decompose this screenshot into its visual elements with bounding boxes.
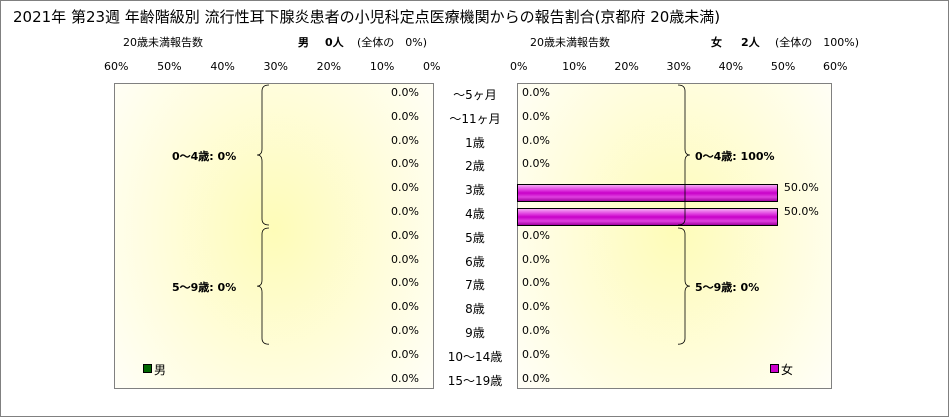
female-x-tick-label: 40% xyxy=(718,60,744,73)
female-plot-area xyxy=(517,83,832,389)
female-x-tick-label: 30% xyxy=(666,60,691,73)
male-x-tick-label: 50% xyxy=(157,60,182,73)
female-value-label: 0.0% xyxy=(522,324,550,337)
male-x-tick-label: 40% xyxy=(210,60,235,73)
female-heading: 女 xyxy=(711,36,722,49)
age-category-label: 1歳 xyxy=(465,135,485,150)
female-x-tick-label: 20% xyxy=(614,60,639,73)
female-bar xyxy=(517,184,778,203)
male-value-label: 0.0% xyxy=(391,181,419,195)
male-value-label: 0.0% xyxy=(391,86,419,99)
female-legend-label: 女 xyxy=(781,363,794,377)
age-category-label: 3歳 xyxy=(465,183,485,198)
male-age-group-label: 5～9歳: 0% xyxy=(172,280,237,294)
male-value-label: 0.0% xyxy=(391,300,419,314)
age-category-label: 6歳 xyxy=(465,254,485,269)
age-category-label: ～5ヶ月 xyxy=(453,88,497,102)
age-category-label: 4歳 xyxy=(465,207,485,221)
male-age-group-bracket xyxy=(256,227,270,345)
male-value-label: 0.0% xyxy=(391,109,419,123)
age-category-label: ～11ヶ月 xyxy=(449,111,501,126)
female-value-label: 0.0% xyxy=(522,347,550,361)
female-bar xyxy=(517,208,778,226)
female-count: 2人 xyxy=(741,36,760,49)
age-category-label: 9歳 xyxy=(465,326,485,340)
male-value-label: 0.0% xyxy=(391,205,419,218)
male-age-group-bracket xyxy=(256,84,270,226)
female-value-label: 0.0% xyxy=(522,276,550,290)
female-x-tick-label: 50% xyxy=(770,60,796,73)
male-x-tick-label: 20% xyxy=(316,60,342,73)
female-x-tick-label: 0% xyxy=(510,60,528,73)
male-value-label: 0.0% xyxy=(391,324,419,337)
female-age-group-bracket xyxy=(677,84,691,226)
female-value-label: 0.0% xyxy=(522,133,550,147)
male-share: (全体の 0%) xyxy=(357,36,428,49)
right-report-count-label: 20歳未満報告数 xyxy=(530,36,610,49)
male-legend: 男 xyxy=(143,361,166,378)
female-value-label: 50.0% xyxy=(783,181,819,195)
male-x-tick-label: 0% xyxy=(423,60,441,73)
female-value-label: 0.0% xyxy=(522,109,550,123)
male-heading: 男 xyxy=(298,36,309,49)
male-plot-area xyxy=(114,83,434,389)
female-value-label: 0.0% xyxy=(522,300,550,314)
male-legend-label: 男 xyxy=(154,363,167,377)
male-value-label: 0.0% xyxy=(391,276,419,290)
female-value-label: 0.0% xyxy=(522,252,550,266)
female-age-group-label: 5～9歳: 0% xyxy=(695,280,760,294)
age-category-label: 8歳 xyxy=(465,302,485,317)
female-legend: 女 xyxy=(770,361,793,378)
male-x-tick-label: 60% xyxy=(104,60,129,73)
male-value-label: 0.0% xyxy=(391,347,419,361)
male-count: 0人 xyxy=(325,36,344,49)
female-age-group-label: 0～4歳: 100% xyxy=(695,150,775,163)
female-value-label: 50.0% xyxy=(783,205,819,218)
female-value-label: 0.0% xyxy=(522,157,550,171)
female-age-group-bracket xyxy=(677,227,691,345)
female-legend-swatch xyxy=(770,364,779,373)
male-value-label: 0.0% xyxy=(391,157,419,171)
female-value-label: 0.0% xyxy=(522,371,550,385)
male-legend-swatch xyxy=(143,364,152,373)
female-share: (全体の 100%) xyxy=(775,36,860,49)
male-value-label: 0.0% xyxy=(391,228,419,242)
female-x-tick-label: 10% xyxy=(562,60,587,73)
age-category-label: 10～14歳 xyxy=(447,349,503,364)
male-x-tick-label: 10% xyxy=(369,60,395,73)
male-value-label: 0.0% xyxy=(391,371,419,385)
chart-title: 2021年 第23週 年齢階級別 流行性耳下腺炎患者の小児科定点医療機関からの報… xyxy=(13,8,721,26)
male-value-label: 0.0% xyxy=(391,252,419,266)
male-x-tick-label: 30% xyxy=(263,60,288,73)
age-category-label: 5歳 xyxy=(465,230,485,245)
female-x-tick-label: 60% xyxy=(823,60,848,73)
female-value-label: 0.0% xyxy=(522,86,550,99)
age-category-label: 2歳 xyxy=(465,159,485,174)
male-value-label: 0.0% xyxy=(391,133,419,147)
left-report-count-label: 20歳未満報告数 xyxy=(123,36,203,49)
male-age-group-label: 0～4歳: 0% xyxy=(172,150,237,163)
age-category-label: 15～19歳 xyxy=(447,373,503,388)
female-value-label: 0.0% xyxy=(522,228,550,242)
age-category-label: 7歳 xyxy=(465,278,485,293)
